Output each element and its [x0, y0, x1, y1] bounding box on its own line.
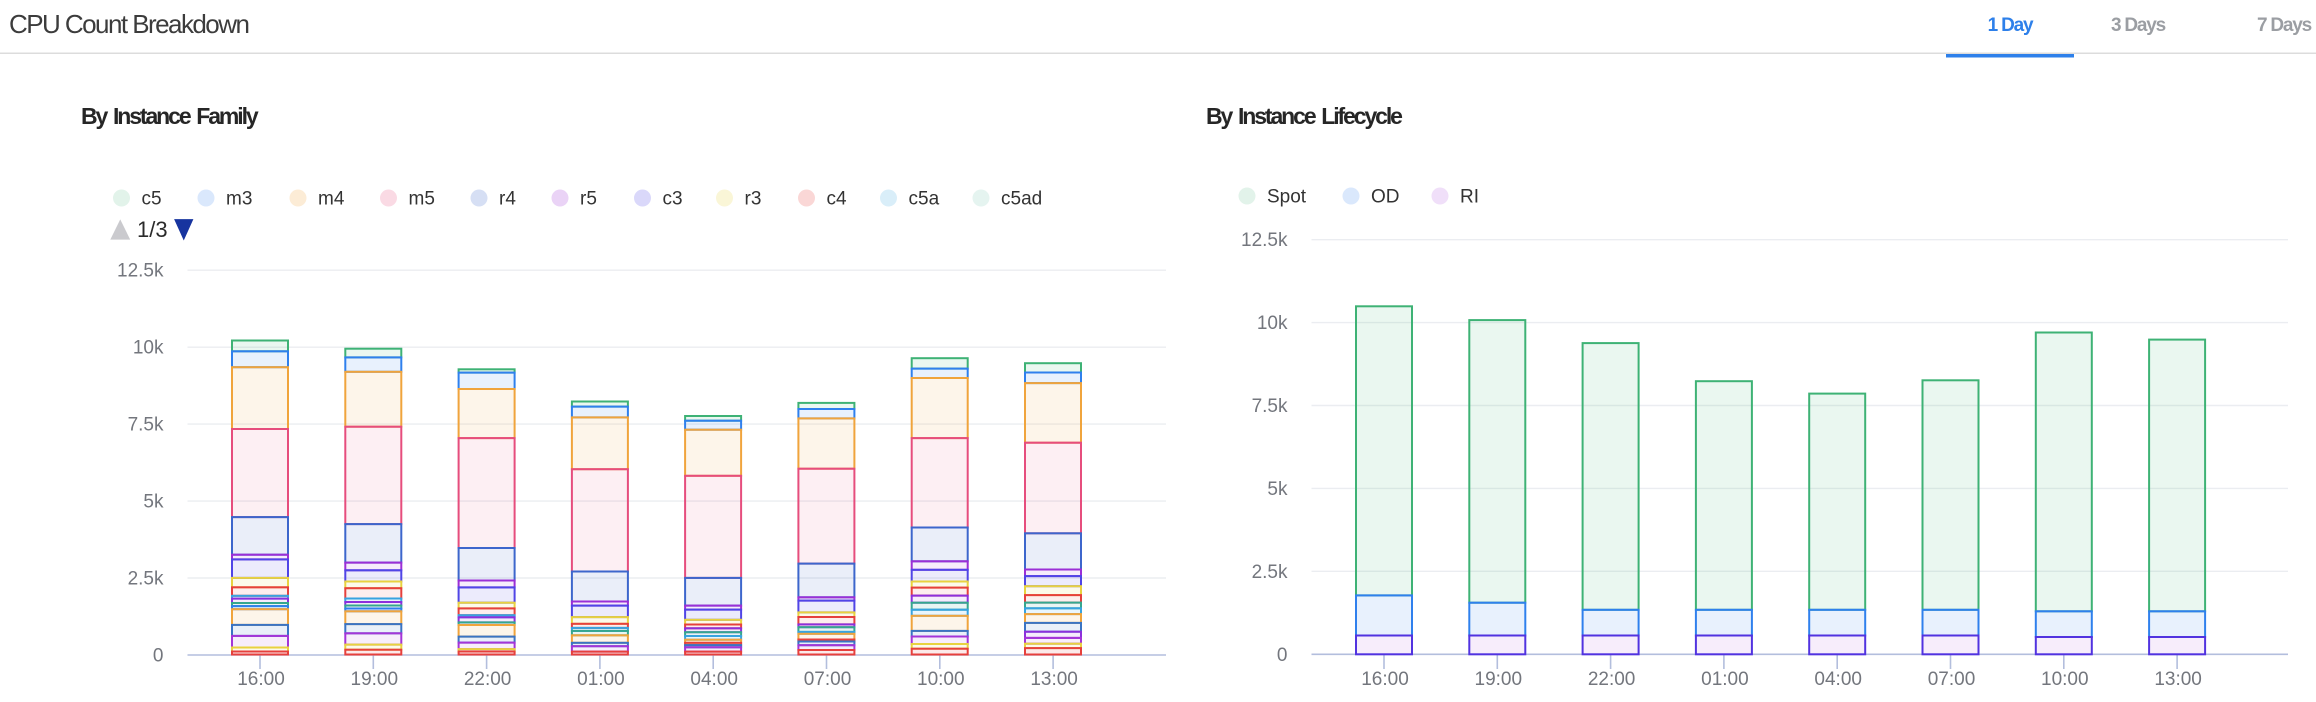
svg-text:0: 0 — [153, 646, 164, 667]
svg-text:c4: c4 — [827, 189, 848, 210]
svg-text:OD: OD — [1371, 187, 1400, 208]
svg-text:RI: RI — [1460, 187, 1479, 208]
svg-text:c5a: c5a — [909, 189, 940, 210]
svg-text:13:00: 13:00 — [1030, 669, 1078, 690]
svg-text:12.5k: 12.5k — [117, 261, 164, 282]
svg-text:07:00: 07:00 — [1928, 669, 1976, 690]
svg-text:16:00: 16:00 — [1361, 669, 1409, 690]
svg-text:c3: c3 — [663, 189, 683, 210]
svg-text:m3: m3 — [226, 189, 252, 210]
svg-text:By Instance Family: By Instance Family — [81, 103, 259, 129]
svg-text:22:00: 22:00 — [464, 669, 512, 690]
svg-text:5k: 5k — [1267, 479, 1288, 500]
svg-text:1 Day: 1 Day — [1988, 15, 2034, 36]
svg-text:10:00: 10:00 — [917, 669, 965, 690]
svg-text:04:00: 04:00 — [690, 669, 738, 690]
svg-text:5k: 5k — [143, 492, 164, 513]
svg-text:2.5k: 2.5k — [128, 569, 164, 590]
svg-text:m5: m5 — [409, 189, 435, 210]
svg-text:c5ad: c5ad — [1001, 189, 1042, 210]
svg-text:19:00: 19:00 — [351, 669, 399, 690]
svg-text:07:00: 07:00 — [804, 669, 852, 690]
svg-text:c5: c5 — [142, 189, 162, 210]
svg-text:01:00: 01:00 — [577, 669, 625, 690]
svg-text:19:00: 19:00 — [1475, 669, 1523, 690]
svg-text:1/3: 1/3 — [137, 217, 168, 242]
svg-text:r5: r5 — [580, 189, 597, 210]
svg-text:By Instance Lifecycle: By Instance Lifecycle — [1206, 103, 1402, 129]
svg-text:16:00: 16:00 — [237, 669, 285, 690]
svg-text:22:00: 22:00 — [1588, 669, 1636, 690]
svg-text:Spot: Spot — [1267, 187, 1307, 208]
svg-text:0: 0 — [1277, 645, 1288, 666]
svg-text:CPU Count Breakdown: CPU Count Breakdown — [9, 9, 248, 39]
svg-text:12.5k: 12.5k — [1241, 230, 1288, 251]
svg-text:m4: m4 — [318, 189, 345, 210]
svg-text:7.5k: 7.5k — [1252, 396, 1288, 417]
svg-text:7.5k: 7.5k — [128, 415, 164, 436]
svg-text:10k: 10k — [133, 338, 164, 359]
svg-text:2.5k: 2.5k — [1252, 562, 1288, 583]
svg-text:3 Days: 3 Days — [2111, 15, 2166, 36]
svg-text:13:00: 13:00 — [2154, 669, 2202, 690]
svg-text:10k: 10k — [1257, 313, 1288, 334]
svg-text:r4: r4 — [499, 189, 516, 210]
svg-text:r3: r3 — [745, 189, 762, 210]
svg-text:01:00: 01:00 — [1701, 669, 1749, 690]
svg-text:10:00: 10:00 — [2041, 669, 2089, 690]
svg-text:7 Days: 7 Days — [2257, 15, 2312, 36]
svg-text:04:00: 04:00 — [1814, 669, 1862, 690]
